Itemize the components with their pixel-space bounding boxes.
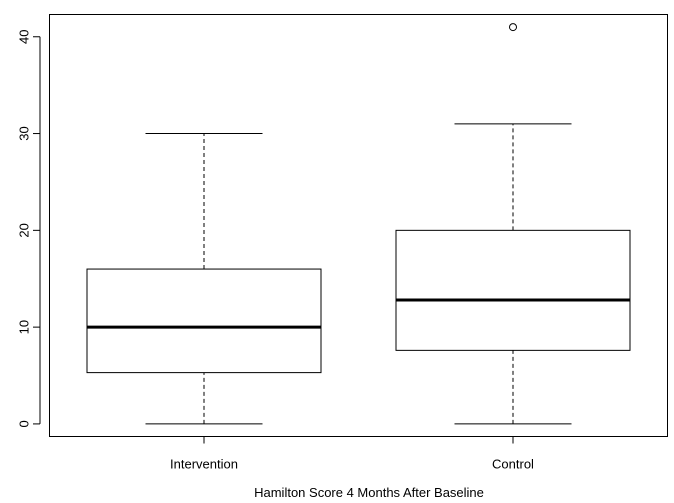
y-axis-ticks: 0 10 20 30 40 — [17, 30, 40, 428]
x-tick-label-control: Control — [492, 457, 534, 472]
x-axis-label: Hamilton Score 4 Months After Baseline — [254, 485, 484, 500]
y-tick-label-20: 20 — [17, 223, 32, 237]
boxes — [86, 23, 631, 425]
outlier-control-0 — [509, 23, 517, 32]
y-tick-label-40: 40 — [17, 30, 32, 44]
iqr-box-intervention — [86, 268, 322, 374]
box-intervention — [86, 133, 322, 425]
y-tick-label-0: 0 — [17, 420, 32, 427]
x-tick-label-intervention: Intervention — [170, 457, 238, 472]
box-control — [395, 23, 631, 425]
x-axis-ticks: Intervention Control — [170, 436, 534, 472]
y-tick-label-30: 30 — [17, 126, 32, 140]
plot-frame — [49, 14, 668, 437]
y-tick-label-10: 10 — [17, 320, 32, 334]
iqr-box-control — [395, 229, 631, 351]
